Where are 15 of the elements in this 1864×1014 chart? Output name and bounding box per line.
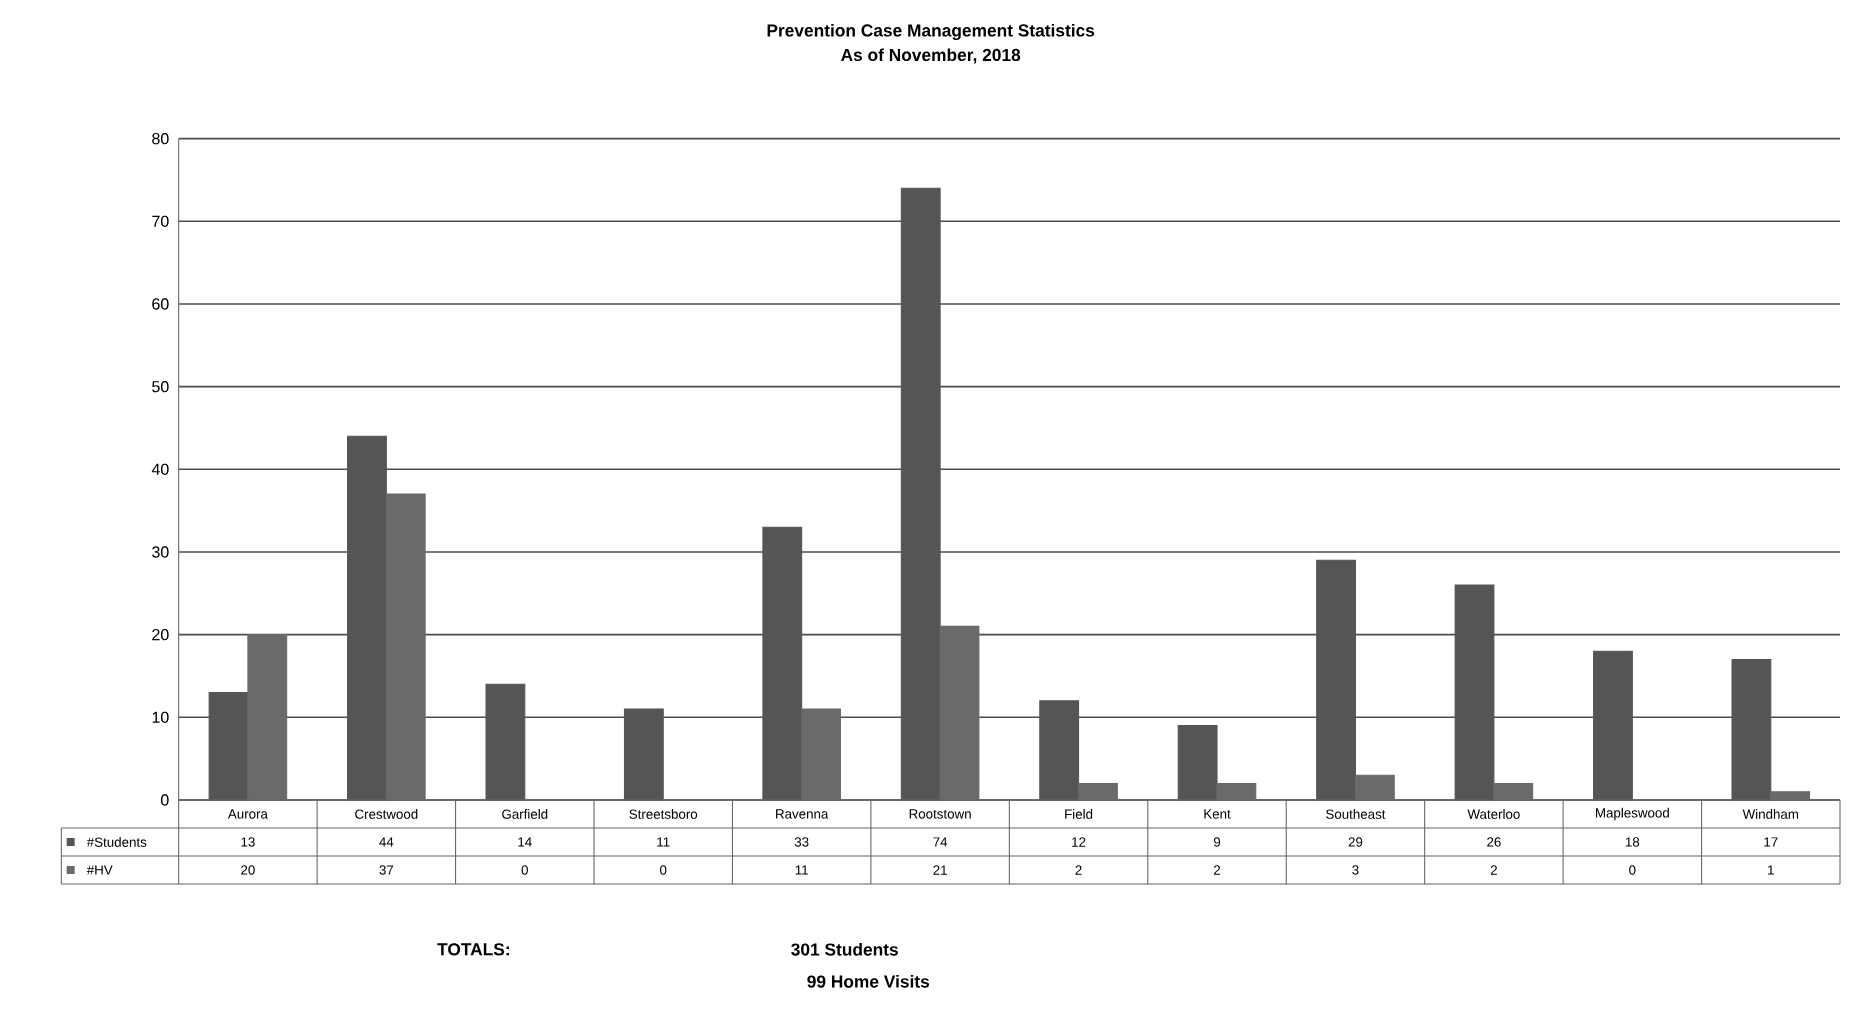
text: TOTALS:: [437, 943, 509, 956]
y-tick-label: 60: [152, 298, 169, 311]
y-tick-label: 80: [152, 133, 169, 145]
y-tick-label: 20: [152, 629, 169, 641]
text: 99 Home Visits: [807, 975, 930, 989]
y-tick-label: 10: [152, 712, 169, 724]
chart-title: Prevention Case Management Statistics: [767, 24, 1095, 41]
y-tick-label: 30: [152, 546, 169, 559]
chart-subtitle: As of November, 2018: [841, 48, 1021, 64]
y-tick-label: 70: [152, 216, 169, 228]
y-tick-label: 0: [160, 794, 169, 806]
bar: [1177, 725, 1218, 801]
y-tick-label: 50: [152, 381, 169, 393]
y-tick-label: 40: [151, 464, 169, 476]
text: 301 Students: [791, 943, 898, 957]
